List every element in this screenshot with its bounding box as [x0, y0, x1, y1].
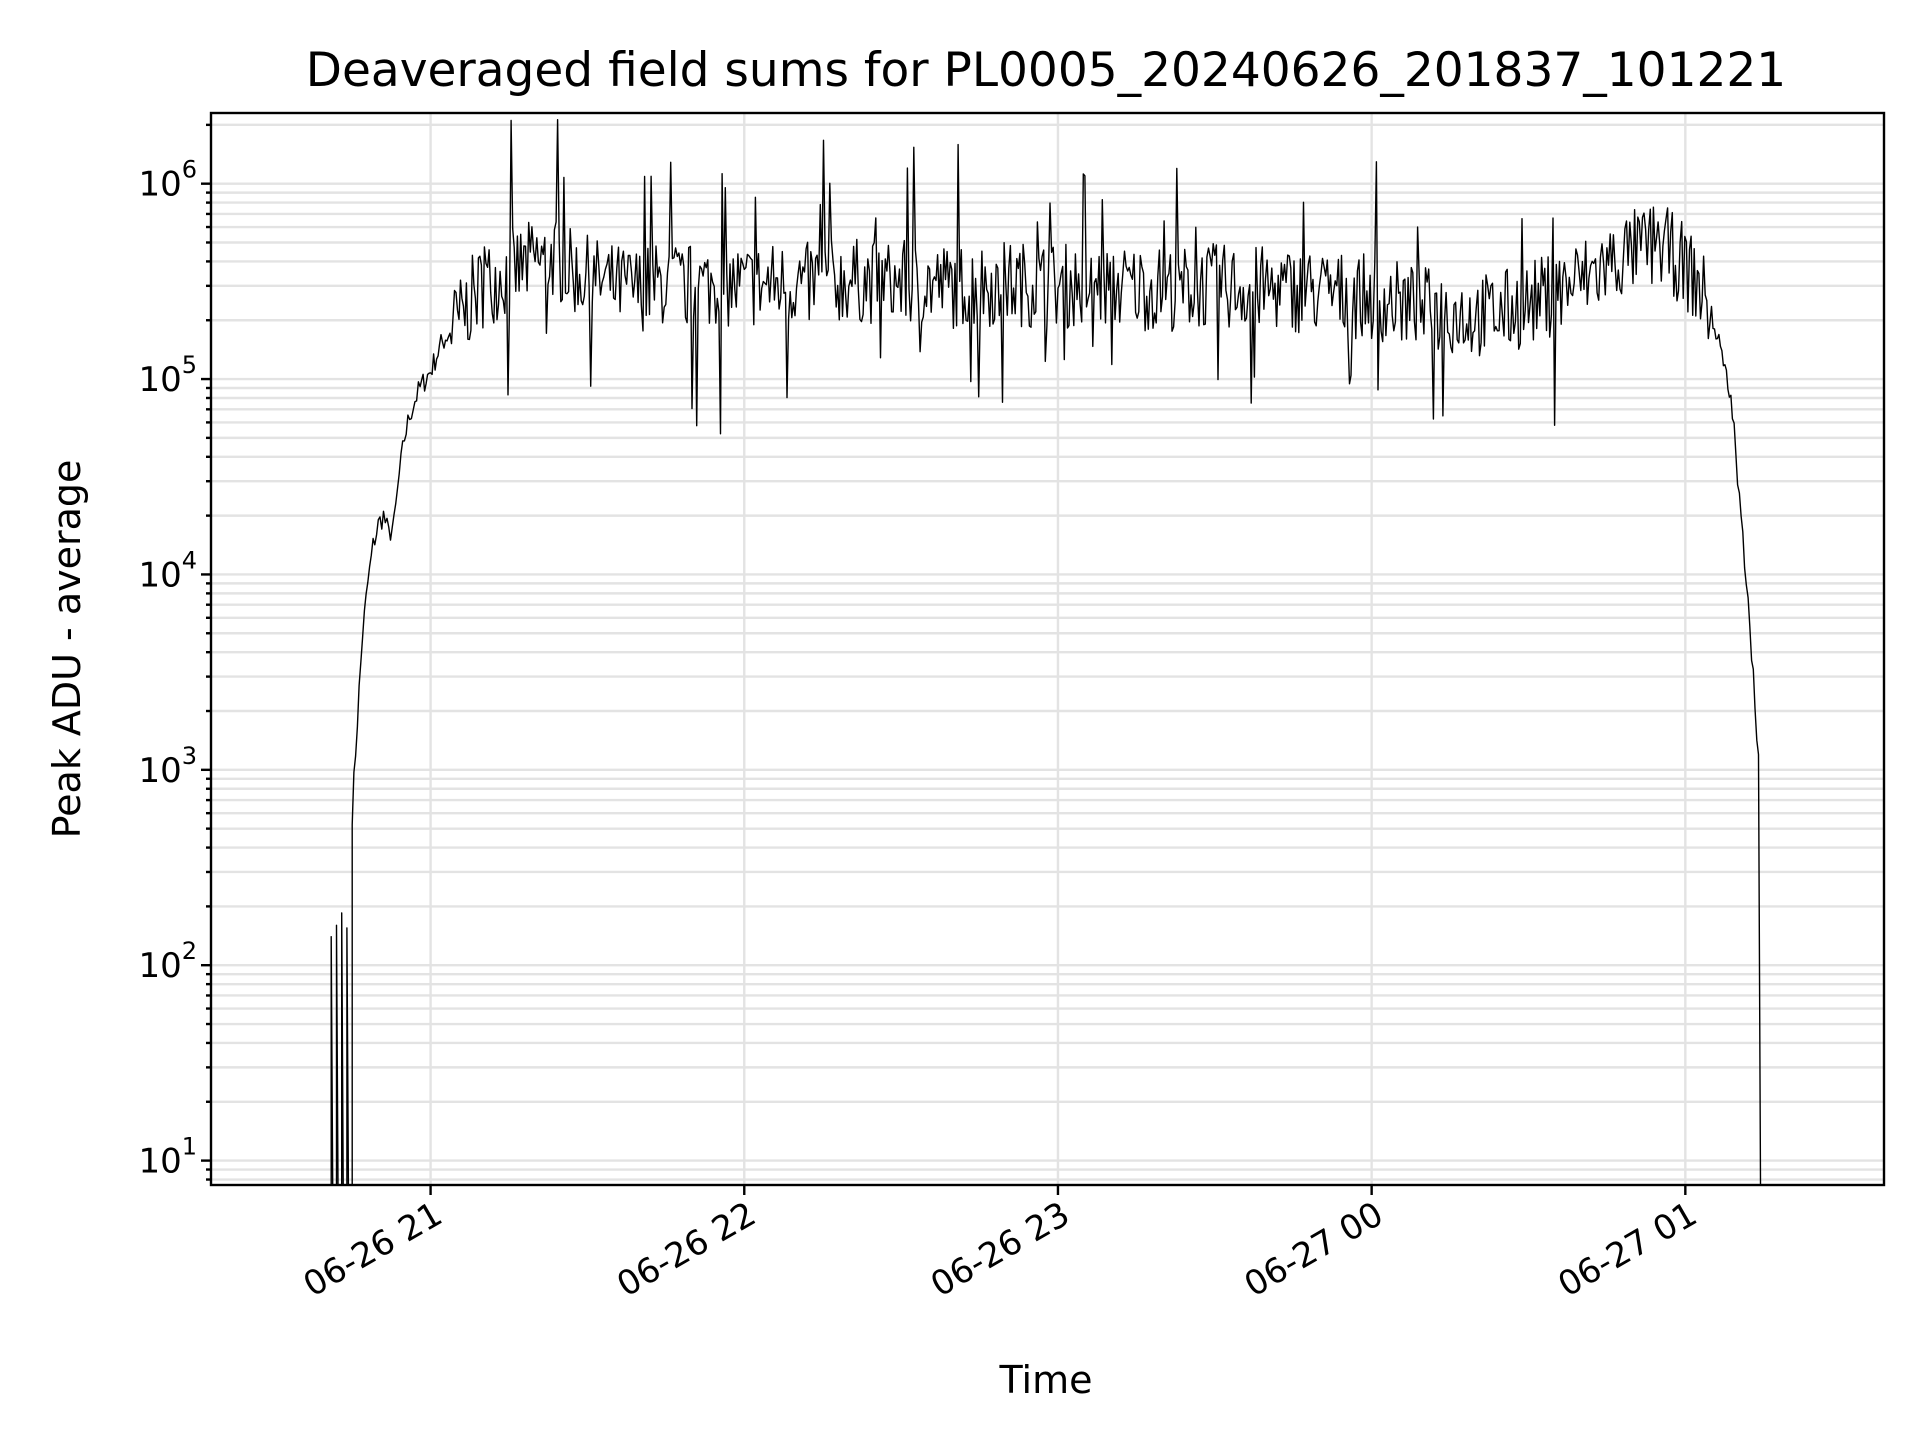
- y-tick-label: 102: [138, 937, 197, 986]
- y-tick-label: 103: [138, 742, 197, 791]
- y-tick-label: 105: [138, 351, 197, 400]
- y-tick-label: 106: [138, 156, 197, 205]
- x-tick-label: 06-26 21: [297, 1194, 449, 1305]
- series-layer: [330, 119, 1762, 1186]
- x-tick-label: 06-27 00: [1238, 1194, 1390, 1305]
- y-axis-label: Peak ADU - average: [45, 460, 89, 839]
- x-tick-label: 06-27 01: [1551, 1194, 1703, 1305]
- ticks-layer: 101 102 103 104 105 106 06-26 21 06-26 22 06-26 …: [138, 123, 1704, 1305]
- chart-title: Deaveraged field sums for PL0005_2024062…: [306, 43, 1786, 98]
- x-tick-label: 06-26 23: [924, 1194, 1076, 1305]
- y-tick-label: 101: [138, 1133, 197, 1182]
- series-line: [330, 119, 1762, 1186]
- x-tick-label: 06-26 22: [610, 1194, 762, 1305]
- y-tick-label: 104: [138, 546, 197, 595]
- plot-frame: [209, 111, 1886, 1187]
- x-axis-label: Time: [999, 1358, 1093, 1402]
